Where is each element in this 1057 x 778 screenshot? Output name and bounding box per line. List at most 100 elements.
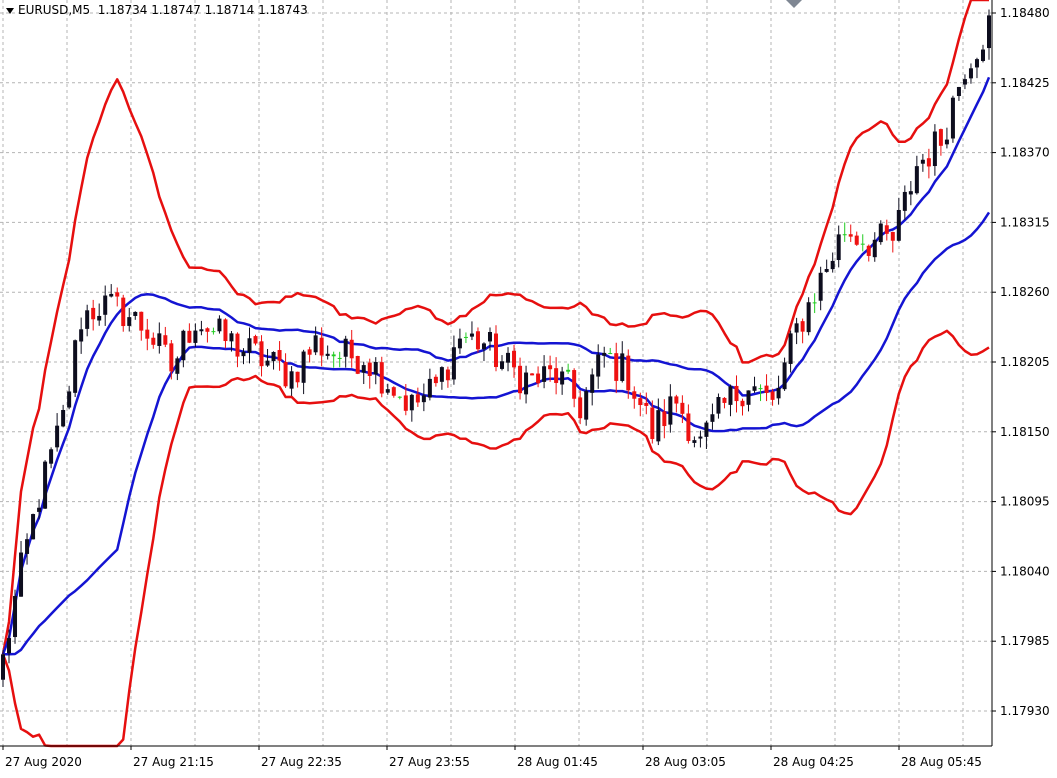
candle-body	[193, 330, 198, 343]
candle-body	[800, 321, 805, 332]
grid	[0, 0, 992, 746]
candle-body	[181, 330, 186, 361]
candle-body	[674, 396, 679, 404]
chart-shift-marker-icon[interactable]	[786, 0, 802, 8]
x-tick-label: 28 Aug 04:25	[773, 755, 854, 769]
candle-body	[842, 234, 847, 236]
candle-body	[391, 387, 396, 396]
candle-body	[584, 391, 589, 420]
candle-body	[896, 209, 901, 241]
candle-body	[409, 394, 414, 411]
candle-body	[987, 15, 991, 49]
y-tick-label: 1.18095	[1000, 495, 1050, 509]
outer-lower-band	[1, 329, 990, 748]
candle-body	[668, 396, 673, 425]
candle-body	[548, 365, 553, 370]
y-tick-label: 1.18480	[1000, 6, 1050, 20]
candle-body	[433, 376, 438, 384]
candle-body	[157, 333, 162, 346]
candle-body	[836, 234, 841, 261]
candle-body	[175, 358, 180, 374]
candle-body	[31, 514, 36, 540]
candle-body	[13, 595, 18, 638]
candle-body	[572, 370, 577, 399]
candle-body	[121, 297, 126, 327]
candle-body	[463, 336, 468, 338]
candle-body	[385, 389, 390, 393]
candle-body	[349, 339, 354, 359]
candle-body	[91, 307, 96, 320]
candle-body	[704, 422, 709, 437]
candle-body	[415, 394, 420, 403]
candle-body	[860, 243, 865, 245]
y-tick-label: 1.18205	[1000, 355, 1050, 369]
y-tick-label: 1.18315	[1000, 215, 1050, 229]
candle-body	[782, 362, 787, 390]
candle-body	[812, 302, 817, 304]
candle-body	[500, 361, 505, 369]
y-tick-label: 1.18040	[1000, 564, 1050, 578]
candle-body	[566, 369, 571, 372]
candles	[1, 9, 991, 687]
candle-body	[806, 302, 811, 333]
candle-body	[271, 351, 276, 362]
candle-body	[151, 337, 156, 345]
candle-body	[253, 336, 258, 344]
candle-body	[944, 139, 949, 145]
candle-body	[205, 328, 210, 332]
candle-body	[331, 354, 336, 357]
candle-body	[265, 360, 270, 366]
candle-body	[229, 333, 234, 342]
dropdown-triangle-icon[interactable]	[6, 7, 14, 14]
x-tick-label: 28 Aug 01:45	[517, 755, 598, 769]
candle-body	[902, 191, 907, 211]
candle-body	[49, 449, 54, 464]
candle-body	[217, 318, 222, 332]
candle-body	[632, 391, 637, 399]
candle-body	[403, 395, 408, 411]
candle-body	[506, 352, 511, 363]
candle-body	[85, 310, 90, 329]
y-tick-label: 1.18150	[1000, 425, 1050, 439]
candle-body	[698, 436, 703, 439]
candle-body	[97, 315, 102, 321]
candle-body	[872, 239, 877, 258]
candle-body	[145, 329, 150, 339]
candle-body	[644, 402, 649, 406]
candle-body	[758, 388, 763, 390]
candle-body	[25, 539, 30, 554]
x-tick-label: 28 Aug 03:05	[645, 755, 726, 769]
symbol-label: EURUSD,M5	[18, 3, 91, 17]
candle-body	[139, 311, 144, 331]
x-tick-label: 27 Aug 21:15	[133, 755, 214, 769]
y-tick-label: 1.17985	[1000, 634, 1050, 648]
candle-body	[61, 409, 66, 427]
candle-body	[67, 391, 72, 408]
candle-body	[289, 371, 294, 389]
candle-body	[908, 191, 913, 195]
candle-body	[854, 235, 859, 245]
candle-body	[1, 654, 5, 680]
candle-body	[169, 343, 174, 372]
x-tick-label: 27 Aug 2020	[5, 755, 82, 769]
y-tick-label: 1.18370	[1000, 146, 1050, 160]
candle-body	[247, 338, 252, 353]
candle-body	[367, 362, 372, 376]
candle-body	[481, 343, 486, 350]
candle-body	[313, 335, 318, 353]
candle-body	[920, 159, 925, 164]
candle-body	[560, 371, 565, 385]
candle-body	[427, 378, 432, 398]
candle-body	[55, 425, 60, 448]
candle-body	[680, 402, 685, 414]
candle-body	[421, 395, 426, 403]
candle-body	[187, 330, 192, 343]
y-tick-label: 1.18425	[1000, 76, 1050, 90]
symbol-header[interactable]: EURUSD,M5 1.18734 1.18747 1.18714 1.1874…	[6, 3, 308, 17]
candle-body	[37, 507, 42, 512]
candle-body	[788, 333, 793, 364]
candle-body	[109, 293, 114, 297]
candle-body	[451, 347, 456, 380]
